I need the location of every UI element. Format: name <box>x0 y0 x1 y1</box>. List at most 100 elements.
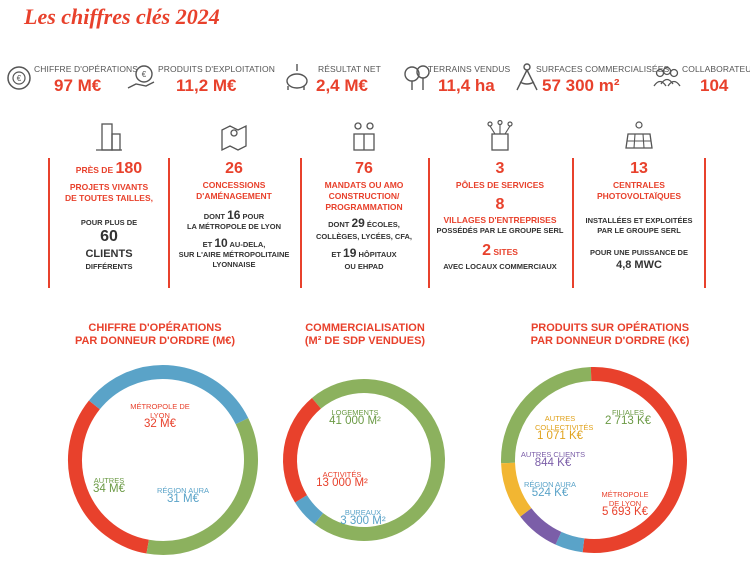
mandats-text: OU EHPAD <box>344 262 384 271</box>
slice-label-autres-collectivites: AUTRES COLLECTIVITÉS 1 071 K€ <box>530 414 593 442</box>
kpi-value: 11,2 M€ <box>176 76 237 95</box>
puissance-value: 4,8 MWC <box>616 259 662 271</box>
slice-value: 524 K€ <box>531 487 569 499</box>
compass-icon <box>516 63 538 91</box>
stat-column-projets: PRÈS DE 180 PROJETS VIVANTS DE TOUTES TA… <box>50 120 168 295</box>
kpi-collaborateurs: COLLABORATEURS 104 <box>652 58 750 102</box>
slice-label-region-aura: RÉGION AURA 524 K€ <box>520 480 580 499</box>
slice-value: 3 300 M² <box>340 515 386 527</box>
kpi-value: 57 300 m² <box>542 76 620 95</box>
centrales-text: INSTALLÉES ET EXPLOITÉES <box>585 216 693 225</box>
donut-slice-2-4 <box>501 462 532 517</box>
slice-value: 1 071 K€ <box>536 430 584 442</box>
donut-slice-0-1 <box>88 365 249 425</box>
separator <box>48 158 50 288</box>
clients-label-2: DIFFÉRENTS <box>85 262 133 271</box>
donut-slice-2-1 <box>582 367 687 553</box>
solar-panel-icon <box>625 121 653 149</box>
poles-number: 3 <box>495 160 505 177</box>
kpi-resultat-net: RÉSULTAT NET 2,4 M€ <box>282 58 392 102</box>
map-pin-icon <box>221 124 247 152</box>
kpi-label: COLLABORATEURS <box>682 64 750 74</box>
mandats-text: HÔPITAUX <box>356 250 397 259</box>
mandats-number: 76 <box>355 160 373 177</box>
coins-icon: € <box>7 66 31 90</box>
donut-slice-0-2 <box>146 418 258 555</box>
kpi-value: 97 M€ <box>54 76 102 95</box>
kpi-chiffre-operations: € CHIFFRE D'OPÉRATIONS 97 M€ <box>4 58 138 102</box>
page-title: Les chiffres clés 2024 <box>24 4 220 29</box>
stat-column-poles: 3 PÔLES DE SERVICES 8 VILLAGES D'ENTREPR… <box>430 120 570 295</box>
slice-value: 41 000 M² <box>329 415 381 427</box>
slice-label-filiales: FILIALES 2 713 K€ <box>598 408 658 427</box>
svg-text:€: € <box>17 74 22 83</box>
poles-caption: PÔLES DE SERVICES <box>455 180 545 190</box>
centrales-text: PAR LE GROUPE SERL <box>597 226 681 235</box>
concessions-number: 26 <box>225 160 243 177</box>
slice-label-activites: ACTIVITÉS 13 000 M² <box>302 470 382 489</box>
mandats-caption-3: PROGRAMMATION <box>325 202 403 212</box>
kpi-label: PRODUITS D'EXPLOITATION <box>158 64 275 74</box>
kpi-value: 104 <box>700 76 729 95</box>
slice-value: 31 M€ <box>167 493 199 505</box>
chart-title: PRODUITS SUR OPÉRATIONS PAR DONNEUR D'OR… <box>530 322 690 347</box>
mandats-text: ET <box>331 250 344 259</box>
slice-label-autres-clients: AUTRES CLIENTS 844 K€ <box>518 450 588 469</box>
trees-icon <box>404 65 430 90</box>
sites-number: 2 <box>482 242 491 259</box>
stat-column-centrales: 13 CENTRALES PHOTOVOLTAÏQUES INSTALLÉES … <box>576 120 702 295</box>
chart-title: COMMERCIALISATION (M² DE SDP VENDUES) <box>304 322 426 347</box>
mandats-text: ÉCOLES, <box>364 220 400 229</box>
centrales-caption-2: PHOTOVOLTAÏQUES <box>596 191 682 201</box>
concessions-text: AU-DELA, <box>227 240 266 249</box>
concessions-text: ET <box>202 240 215 249</box>
slice-label-bureaux: BUREAUX 3 300 M² <box>328 508 398 527</box>
kpi-surfaces-commercialisees: SURFACES COMMERCIALISÉES 57 300 m² <box>512 58 669 102</box>
concessions-text: LYONNAISE <box>212 260 256 269</box>
clients-number: 60 <box>100 228 118 245</box>
separator <box>300 158 302 288</box>
concessions-caption-1: CONCESSIONS <box>202 180 266 190</box>
slice-label-region: RÉGION AURA 31 M€ <box>148 486 218 505</box>
slice-value: 34 M€ <box>93 483 125 495</box>
slice-value: 2 713 K€ <box>604 415 652 427</box>
slice-label-metropole: MÉTROPOLE DE LYON 32 M€ <box>120 402 200 430</box>
donut-slice-2-2 <box>555 531 585 553</box>
centrales-number: 13 <box>630 160 648 177</box>
team-building-icon <box>353 122 375 151</box>
kpi-value: 2,4 M€ <box>316 76 368 95</box>
clients-intro: POUR PLUS DE <box>80 218 138 227</box>
kpi-terrains-vendus: TERRAINS VENDUS 11,4 ha <box>402 58 512 102</box>
donut-slice-1-2 <box>283 397 322 503</box>
mandats-caption-2: CONSTRUCTION/ <box>328 191 400 201</box>
donut-slice-2-0 <box>501 367 592 464</box>
separator <box>428 158 430 288</box>
projets-caption-2: DE TOUTES TAILLES, <box>65 193 153 203</box>
donut-slice-2-3 <box>520 507 562 545</box>
concessions-caption-2: D'AMÉNAGEMENT <box>196 191 272 201</box>
villages-caption: VILLAGES D'ENTREPRISES <box>443 215 557 225</box>
donut-slice-1-0 <box>311 379 445 541</box>
separator <box>704 158 706 288</box>
kpi-label: TERRAINS VENDUS <box>428 64 511 74</box>
kpi-label: CHIFFRE D'OPÉRATIONS <box>34 64 139 74</box>
svg-text:€: € <box>142 70 147 79</box>
chart-title: CHIFFRE D'OPÉRATIONS PAR DONNEUR D'ORDRE… <box>74 322 236 347</box>
centrales-caption-1: CENTRALES <box>613 180 665 190</box>
slice-value: 32 M€ <box>144 418 176 430</box>
piggy-bank-icon <box>286 64 308 90</box>
mandats-ecoles-number: 29 <box>351 216 365 230</box>
concessions-text: SUR L'AIRE MÉTROPOLITAINE <box>178 250 290 259</box>
separator <box>572 158 574 288</box>
mandats-caption-1: MANDATS OU AMO <box>324 180 404 190</box>
people-icon <box>653 66 681 87</box>
money-bag-hand-icon: € <box>127 65 155 89</box>
kpi-value: 11,4 ha <box>438 76 495 95</box>
donut-slice-0-0 <box>68 400 150 554</box>
concessions-text: DONT <box>203 212 228 221</box>
slice-label-metropole-lyon: MÉTROPOLE DE LYON 5 693 K€ <box>590 490 660 518</box>
mandats-text: COLLÈGES, LYCÉES, CFA, <box>316 232 412 241</box>
slice-label-logements: LOGEMENTS 41 000 M² <box>315 408 395 427</box>
slice-value: 13 000 M² <box>316 477 368 489</box>
